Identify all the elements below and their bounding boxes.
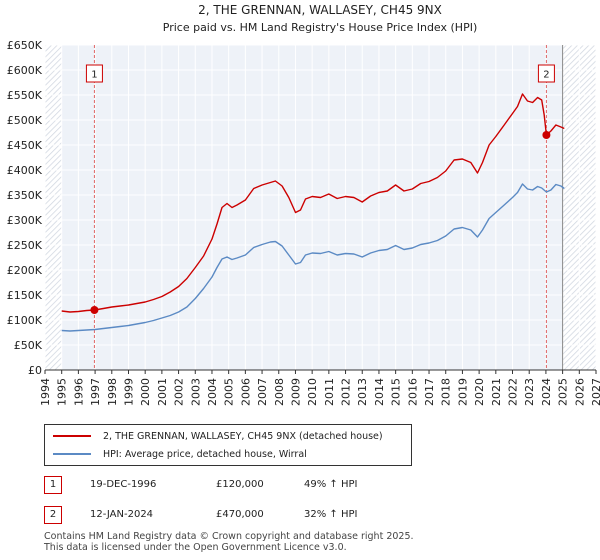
plot-area (45, 45, 596, 370)
x-tick-label: 2004 (206, 378, 219, 406)
y-tick-label: £550K (7, 89, 43, 102)
footer: Contains HM Land Registry data © Crown c… (44, 531, 584, 553)
y-tick-label: £150K (7, 289, 43, 302)
y-tick-label: £600K (7, 64, 43, 77)
x-tick-label: 2006 (239, 378, 252, 406)
x-tick-label: 1997 (89, 378, 102, 406)
sale-marker-box (85, 64, 103, 83)
x-tick-label: 2022 (507, 378, 520, 406)
sale-marker-label: 2 (543, 70, 549, 81)
sale-marker-label: 1 (91, 70, 97, 81)
property-series-line (61, 93, 565, 313)
footer-license: This data is licensed under the Open Gov… (44, 542, 347, 553)
sale-marker-box (537, 64, 555, 83)
y-tick-label: £300K (7, 214, 43, 227)
chart-subtitle: Price paid vs. HM Land Registry's House … (163, 21, 478, 34)
footer-copyright: Contains HM Land Registry data © Crown c… (44, 531, 414, 542)
legend-label-hpi: HPI: Average price, detached house, Wirr… (103, 448, 307, 460)
transaction-hpi: 49% ↑ HPI (304, 479, 358, 490)
x-tick-label: 2014 (373, 378, 386, 406)
x-tick-label: 2020 (473, 378, 486, 406)
y-tick-label: £0 (28, 364, 42, 377)
x-tick-label: 2018 (440, 378, 453, 406)
x-tick-label: 2016 (406, 378, 419, 406)
transaction-price: £470,000 (216, 509, 264, 520)
x-tick-label: 2015 (390, 378, 403, 406)
legend-swatch-property (53, 435, 91, 437)
x-tick-label: 2027 (590, 378, 600, 406)
x-tick-label: 2019 (456, 378, 469, 406)
y-tick-label: £350K (7, 189, 43, 202)
x-tick-label: 2013 (356, 378, 369, 406)
legend-item-hpi: HPI: Average price, detached house, Wirr… (53, 446, 307, 462)
x-tick-label: 2025 (557, 378, 570, 406)
x-tick-label: 2024 (540, 378, 553, 406)
y-tick-label: £650K (7, 39, 43, 52)
price-chart: 2, THE GRENNAN, WALLASEY, CH45 9NX Price… (7, 3, 600, 406)
y-tick-label: £50K (14, 339, 43, 352)
y-tick-label: £500K (7, 114, 43, 127)
x-tick-label: 2001 (156, 378, 169, 406)
legend-label-property: 2, THE GRENNAN, WALLASEY, CH45 9NX (deta… (103, 430, 383, 442)
x-tick-label: 2005 (223, 378, 236, 406)
x-tick-label: 2008 (273, 378, 286, 406)
y-tick-label: £100K (7, 314, 43, 327)
x-tick-label: 2000 (139, 378, 152, 406)
sale-point (542, 131, 551, 139)
x-tick-label: 2026 (573, 378, 586, 406)
x-tick-label: 1994 (39, 378, 52, 406)
transaction-price: £120,000 (216, 479, 264, 490)
x-tick-label: 2007 (256, 378, 269, 406)
y-tick-label: £400K (7, 164, 43, 177)
legend-item-property: 2, THE GRENNAN, WALLASEY, CH45 9NX (deta… (53, 428, 383, 444)
x-tick-label: 1995 (56, 378, 69, 406)
chart-title: 2, THE GRENNAN, WALLASEY, CH45 9NX (198, 3, 442, 17)
x-tick-label: 2009 (289, 378, 302, 406)
x-tick-label: 2010 (306, 378, 319, 406)
sale-point (90, 306, 99, 314)
x-tick-label: 2012 (340, 378, 353, 406)
transaction-number: 2 (44, 506, 62, 524)
y-tick-label: £200K (7, 264, 43, 277)
x-tick-label: 1999 (122, 378, 135, 406)
x-tick-label: 2011 (323, 378, 336, 406)
x-tick-label: 2023 (523, 378, 536, 406)
x-tick-label: 2017 (423, 378, 436, 406)
transaction-hpi: 32% ↑ HPI (304, 509, 358, 520)
transaction-date: 19-DEC-1996 (90, 479, 157, 490)
pre-data-region (45, 45, 62, 370)
hpi-series-line (61, 183, 565, 332)
legend: 2, THE GRENNAN, WALLASEY, CH45 9NX (deta… (44, 424, 412, 466)
y-tick-label: £250K (7, 239, 43, 252)
x-tick-label: 1996 (72, 378, 85, 406)
transaction-number: 1 (44, 476, 62, 494)
transaction-date: 12-JAN-2024 (90, 509, 154, 520)
x-tick-label: 2021 (490, 378, 503, 406)
y-tick-label: £450K (7, 139, 43, 152)
x-tick-label: 2003 (189, 378, 202, 406)
legend-swatch-hpi (53, 453, 91, 455)
x-tick-label: 1998 (106, 378, 119, 406)
x-tick-label: 2002 (173, 378, 186, 406)
